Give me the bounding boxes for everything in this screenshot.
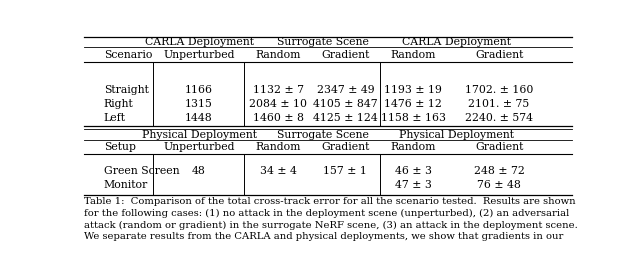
Text: Random: Random [256,142,301,152]
Text: Unperturbed: Unperturbed [163,142,235,152]
Text: for the following cases: (1) no attack in the deployment scene (unperturbed), (2: for the following cases: (1) no attack i… [84,209,569,218]
Text: 1476 ± 12: 1476 ± 12 [385,99,442,109]
Text: 157 ± 1: 157 ± 1 [323,167,367,177]
Text: 47 ± 3: 47 ± 3 [395,180,432,189]
Text: Right: Right [104,99,134,109]
Text: 4105 ± 847: 4105 ± 847 [313,99,378,109]
Text: Surrogate Scene: Surrogate Scene [277,130,369,140]
Text: 1315: 1315 [185,99,213,109]
Text: CARLA Deployment: CARLA Deployment [145,37,253,47]
Text: 2084 ± 10: 2084 ± 10 [250,99,307,109]
Text: Unperturbed: Unperturbed [163,50,235,60]
Text: Random: Random [390,142,436,152]
Text: CARLA Deployment: CARLA Deployment [403,37,511,47]
Text: 1460 ± 8: 1460 ± 8 [253,113,304,123]
Text: Setup: Setup [104,142,136,152]
Text: Random: Random [256,50,301,60]
Text: 48: 48 [192,167,206,177]
Text: attack (random or gradient) in the surrogate NeRF scene, (3) an attack in the de: attack (random or gradient) in the surro… [84,221,578,230]
Text: Physical Deployment: Physical Deployment [399,130,515,140]
Text: 2347 ± 49: 2347 ± 49 [317,85,374,94]
Text: Left: Left [104,113,126,123]
Text: 1158 ± 163: 1158 ± 163 [381,113,446,123]
Text: 76 ± 48: 76 ± 48 [477,180,521,189]
Text: 1132 ± 7: 1132 ± 7 [253,85,304,94]
Text: Gradient: Gradient [475,142,524,152]
Text: Gradient: Gradient [475,50,524,60]
Text: 2240. ± 574: 2240. ± 574 [465,113,533,123]
Text: We separate results from the CARLA and physical deployments, we show that gradie: We separate results from the CARLA and p… [84,233,563,241]
Text: Physical Deployment: Physical Deployment [141,130,257,140]
Text: 46 ± 3: 46 ± 3 [395,167,432,177]
Text: 1448: 1448 [185,113,213,123]
Text: Gradient: Gradient [321,142,369,152]
Text: Scenario: Scenario [104,50,152,60]
Text: Gradient: Gradient [321,50,369,60]
Text: Green Screen: Green Screen [104,167,179,177]
Text: 4125 ± 124: 4125 ± 124 [313,113,378,123]
Text: 1193 ± 19: 1193 ± 19 [385,85,442,94]
Text: Straight: Straight [104,85,148,94]
Text: 1702. ± 160: 1702. ± 160 [465,85,533,94]
Text: Random: Random [390,50,436,60]
Text: Table 1:  Comparison of the total cross-track error for all the scenario tested.: Table 1: Comparison of the total cross-t… [84,197,575,206]
Text: 2101. ± 75: 2101. ± 75 [468,99,530,109]
Text: Monitor: Monitor [104,180,148,189]
Text: 34 ± 4: 34 ± 4 [260,167,297,177]
Text: 1166: 1166 [185,85,213,94]
Text: 248 ± 72: 248 ± 72 [474,167,525,177]
Text: Surrogate Scene: Surrogate Scene [277,37,369,47]
